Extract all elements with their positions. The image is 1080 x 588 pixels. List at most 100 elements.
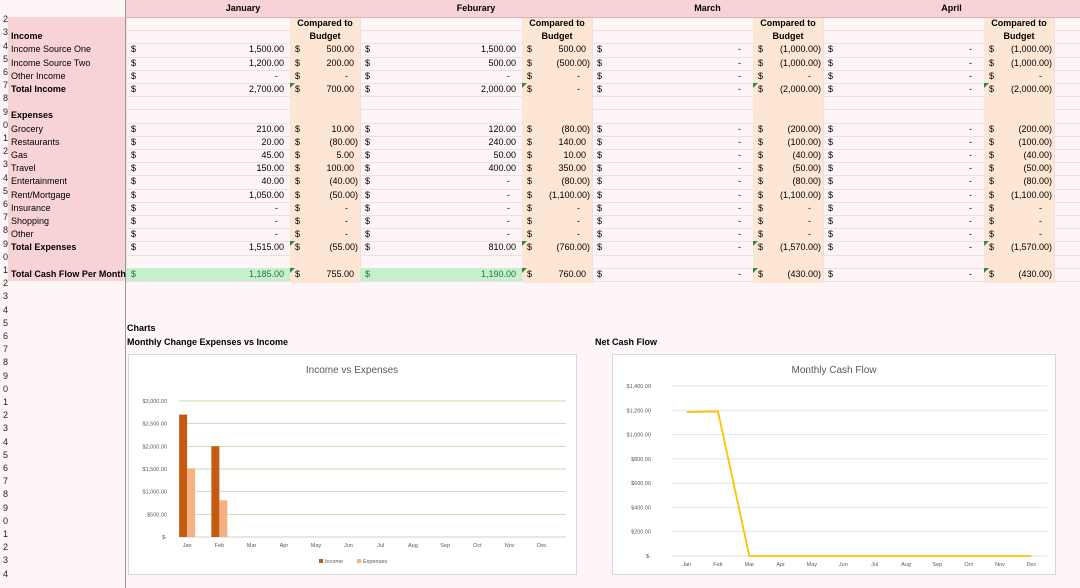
row-number[interactable]: 4	[2, 41, 8, 51]
cell-value[interactable]: -	[969, 190, 972, 200]
cell-value[interactable]: (430.00)	[787, 269, 821, 279]
row-label[interactable]: Income Source Two	[11, 58, 91, 68]
row-number[interactable]: 2	[2, 278, 8, 288]
cell-value[interactable]: -	[275, 71, 278, 81]
cell-value[interactable]: -	[738, 44, 741, 54]
cell-value[interactable]: 1,200.00	[248, 58, 284, 68]
cell-value[interactable]: 350.00	[558, 163, 586, 173]
cell-value[interactable]: 2,000.00	[480, 84, 516, 94]
cell-value[interactable]: (1,100.00)	[1010, 190, 1052, 200]
cell-value[interactable]: 120.00	[488, 124, 516, 134]
cell-value[interactable]: -	[275, 229, 278, 239]
cell-value[interactable]: 810.00	[488, 242, 516, 252]
cell-value[interactable]: -	[345, 71, 348, 81]
month-header[interactable]: April	[823, 0, 1080, 18]
row-label[interactable]: Entertainment	[11, 176, 68, 186]
cell-value[interactable]: 400.00	[488, 163, 516, 173]
row-number[interactable]: 4	[2, 305, 8, 315]
cell-value[interactable]: -	[275, 203, 278, 213]
cell-value[interactable]: -	[507, 203, 510, 213]
cell-value[interactable]: (80.00)	[329, 137, 358, 147]
cell-value[interactable]: -	[345, 229, 348, 239]
cell-value[interactable]: 1,050.00	[248, 190, 284, 200]
cell-value[interactable]: 150.00	[256, 163, 284, 173]
month-header[interactable]: January	[126, 0, 360, 18]
row-number[interactable]: 0	[2, 252, 8, 262]
cell-value[interactable]: -	[1039, 229, 1042, 239]
row-number[interactable]: 1	[2, 397, 8, 407]
cell-value[interactable]: (1,000.00)	[1010, 58, 1052, 68]
row-number[interactable]: 4	[2, 437, 8, 447]
cell-value[interactable]: -	[808, 229, 811, 239]
cell-value[interactable]: 755.00	[326, 269, 354, 279]
row-number[interactable]: 3	[2, 555, 8, 565]
cell-value[interactable]: (50.00)	[329, 190, 358, 200]
cell-value[interactable]: (55.00)	[329, 242, 358, 252]
cell-value[interactable]: 10.00	[563, 150, 586, 160]
row-number[interactable]: 9	[2, 107, 8, 117]
cell-value[interactable]: -	[738, 176, 741, 186]
cell-value[interactable]: -	[577, 71, 580, 81]
cell-value[interactable]: (1,570.00)	[1010, 242, 1052, 252]
row-number[interactable]: 3	[2, 27, 8, 37]
row-label[interactable]: Total Cash Flow Per Month	[11, 269, 126, 279]
cell-value[interactable]: 760.00	[558, 269, 586, 279]
cell-value[interactable]: 1,500.00	[480, 44, 516, 54]
cell-value[interactable]: -	[969, 44, 972, 54]
row-number[interactable]: 7	[2, 476, 8, 486]
cell-value[interactable]: -	[738, 190, 741, 200]
cell-value[interactable]: -	[969, 203, 972, 213]
cell-value[interactable]: 45.00	[261, 150, 284, 160]
cell-value[interactable]: -	[969, 229, 972, 239]
row-number[interactable]: 4	[2, 173, 8, 183]
row-number[interactable]: 5	[2, 318, 8, 328]
cell-value[interactable]: -	[969, 124, 972, 134]
cell-value[interactable]: 5.00	[336, 150, 354, 160]
cell-value[interactable]: -	[275, 216, 278, 226]
cell-value[interactable]: (500.00)	[556, 58, 590, 68]
monthly-cash-flow-chart[interactable]: Monthly Cash Flow $- $200.00 $400.00 $600.00…	[612, 354, 1056, 575]
row-number[interactable]: 5	[2, 54, 8, 64]
cell-value[interactable]: -	[577, 216, 580, 226]
cell-value[interactable]: -	[738, 58, 741, 68]
cell-value[interactable]: 1,190.00	[480, 269, 516, 279]
cell-value[interactable]: -	[738, 163, 741, 173]
row-label[interactable]: Restaurants	[11, 137, 60, 147]
row-number[interactable]: 7	[2, 344, 8, 354]
cell-value[interactable]: 240.00	[488, 137, 516, 147]
row-number[interactable]: 0	[2, 384, 8, 394]
cell-value[interactable]: 200.00	[326, 58, 354, 68]
cell-value[interactable]: (1,000.00)	[779, 44, 821, 54]
row-number[interactable]: 5	[2, 186, 8, 196]
cell-value[interactable]: -	[507, 71, 510, 81]
row-number[interactable]: 4	[2, 569, 8, 579]
row-label[interactable]: Insurance	[11, 203, 51, 213]
row-number[interactable]: 8	[2, 357, 8, 367]
cell-value[interactable]: -	[577, 203, 580, 213]
row-number[interactable]: 6	[2, 331, 8, 341]
row-label[interactable]: Travel	[11, 163, 36, 173]
cell-value[interactable]: -	[969, 176, 972, 186]
row-number[interactable]: 1	[2, 133, 8, 143]
row-label[interactable]: Income Source One	[11, 44, 92, 54]
cell-value[interactable]: (2,000.00)	[1010, 84, 1052, 94]
cell-value[interactable]: -	[507, 176, 510, 186]
cell-value[interactable]: (2,000.00)	[779, 84, 821, 94]
row-number[interactable]: 9	[2, 503, 8, 513]
row-number[interactable]: 1	[2, 529, 8, 539]
cell-value[interactable]: -	[507, 190, 510, 200]
cell-value[interactable]: (40.00)	[1023, 150, 1052, 160]
cell-value[interactable]: 1,515.00	[248, 242, 284, 252]
cell-value[interactable]: -	[507, 229, 510, 239]
row-number[interactable]: 2	[2, 542, 8, 552]
cell-value[interactable]: (100.00)	[1018, 137, 1052, 147]
cell-value[interactable]: (80.00)	[1023, 176, 1052, 186]
cell-value[interactable]: (760.00)	[556, 242, 590, 252]
cell-value[interactable]: 1,500.00	[248, 44, 284, 54]
row-number[interactable]: 3	[2, 291, 8, 301]
cell-value[interactable]: 40.00	[261, 176, 284, 186]
cell-value[interactable]: -	[345, 216, 348, 226]
cell-value[interactable]: -	[1039, 203, 1042, 213]
cell-value[interactable]: -	[969, 84, 972, 94]
cell-value[interactable]: -	[738, 216, 741, 226]
